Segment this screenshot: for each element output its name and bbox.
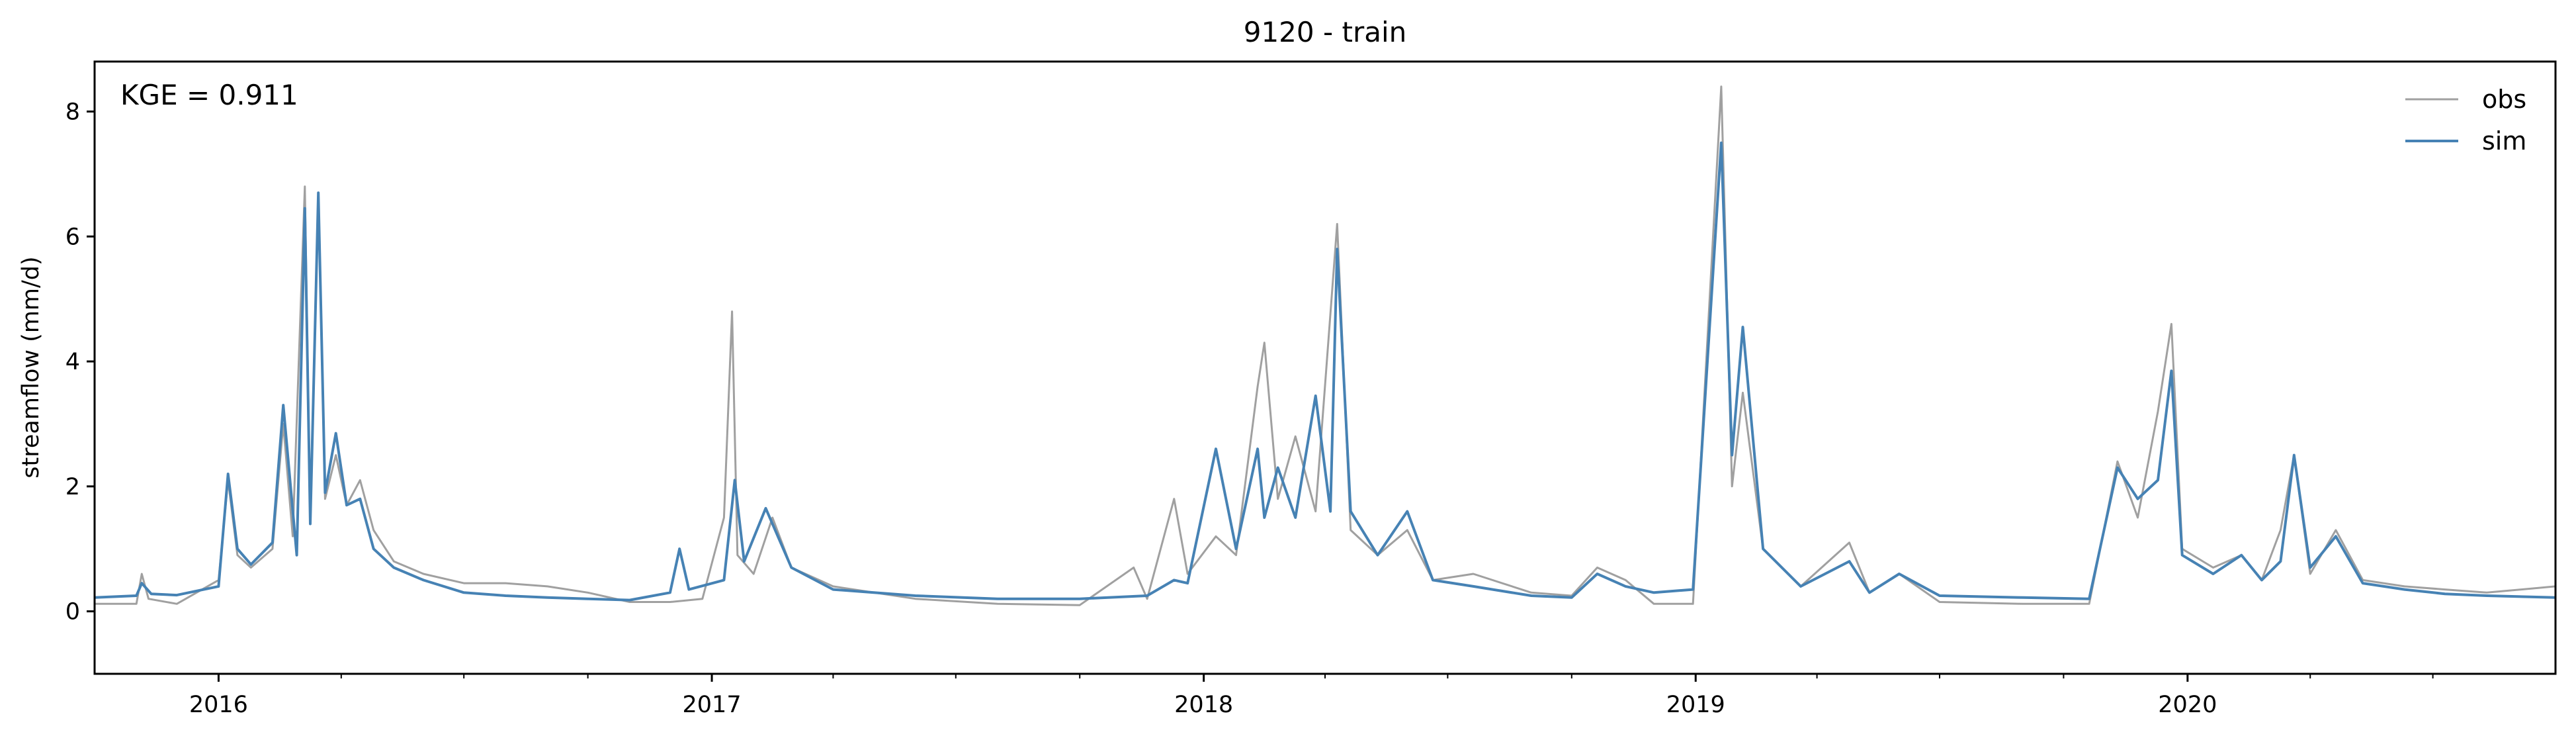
y-axis: 0 2 4 6 8 bbox=[65, 99, 95, 625]
x-tick-label: 2018 bbox=[1174, 692, 1233, 718]
kge-annotation: KGE = 0.911 bbox=[120, 79, 298, 111]
y-tick-label: 2 bbox=[65, 474, 80, 500]
x-tick-label: 2019 bbox=[1666, 692, 1725, 718]
x-tick-label: 2017 bbox=[683, 692, 742, 718]
y-axis-label: streamflow (mm/d) bbox=[18, 256, 44, 478]
plot-area bbox=[95, 85, 2555, 606]
legend: obs sim bbox=[2405, 85, 2526, 156]
y-tick-label: 6 bbox=[65, 224, 80, 250]
x-axis: 2016 2017 2018 2019 2020 bbox=[189, 674, 2434, 718]
legend-label-sim: sim bbox=[2482, 126, 2526, 156]
series-group bbox=[95, 85, 2555, 606]
y-tick-label: 8 bbox=[65, 99, 80, 126]
legend-label-obs: obs bbox=[2482, 85, 2526, 114]
y-tick-label: 0 bbox=[65, 599, 80, 625]
chart-title: 9120 - train bbox=[1244, 16, 1407, 48]
y-tick-label: 4 bbox=[65, 349, 80, 375]
series-line-sim bbox=[95, 141, 2555, 602]
x-tick-label: 2020 bbox=[2158, 692, 2217, 718]
x-tick-label: 2016 bbox=[189, 692, 248, 718]
